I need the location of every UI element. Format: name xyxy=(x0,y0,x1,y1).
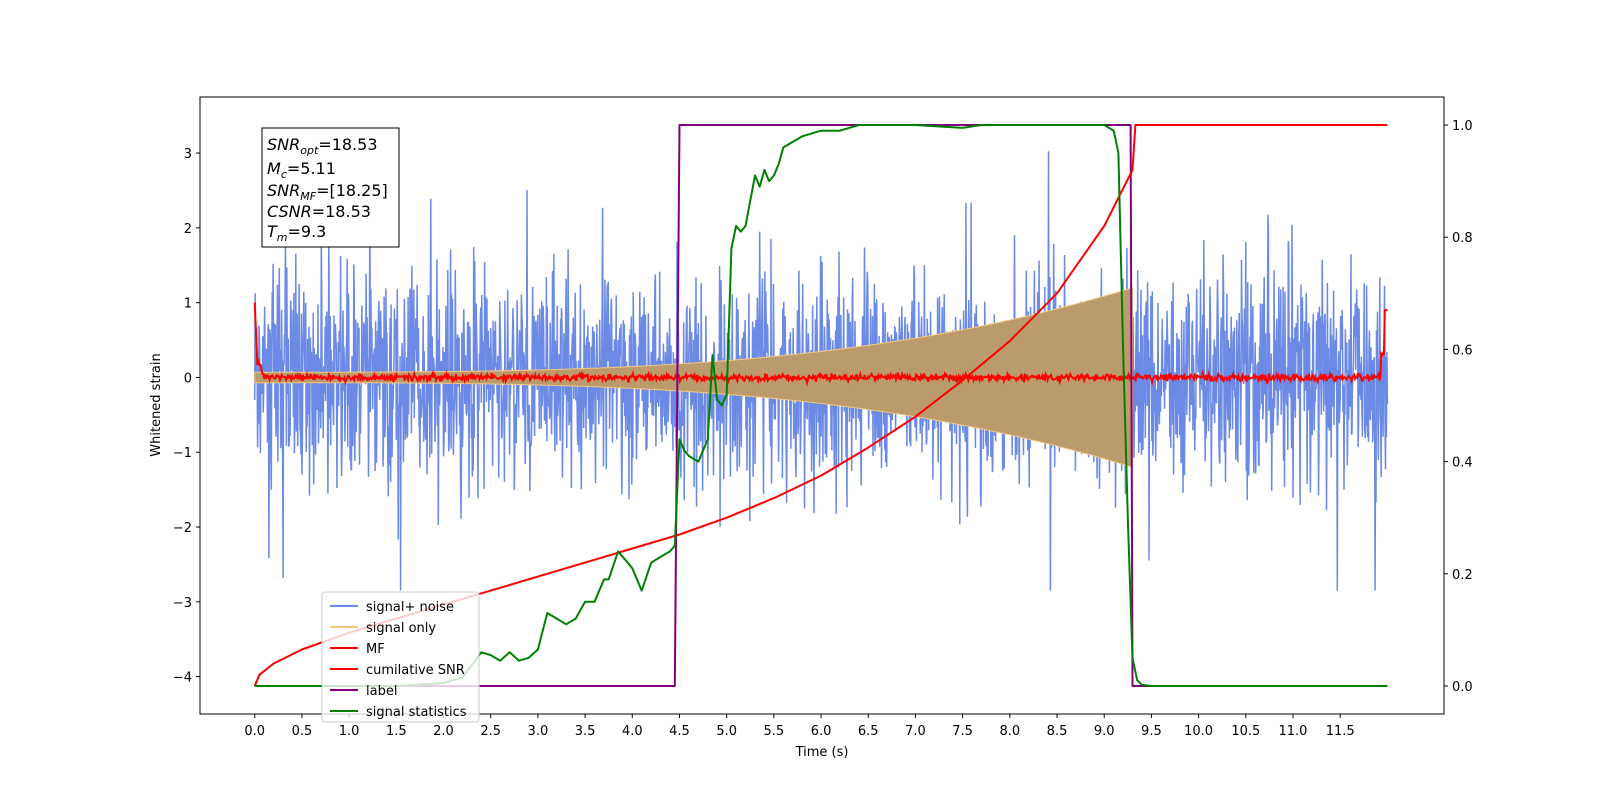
legend-label: cumilative SNR xyxy=(366,663,465,678)
legend-label: signal+ noise xyxy=(366,600,454,615)
y-tick-label-right: 0.0 xyxy=(1452,680,1473,695)
series-mf xyxy=(253,302,1388,387)
x-tick-label: 9.5 xyxy=(1141,724,1162,739)
x-tick-label: 7.0 xyxy=(905,724,926,739)
y-tick-label-left: 3 xyxy=(184,147,192,162)
annotation-box: SNRopt=18.53 Mc=5.11 SNRMF=[18.25] CSNR=… xyxy=(261,127,400,248)
y-tick-label-right: 0.6 xyxy=(1452,343,1473,358)
x-tick-label: 4.0 xyxy=(622,724,643,739)
x-tick-label: 10.5 xyxy=(1231,724,1260,739)
annotation-mc: Mc=5.11 xyxy=(267,159,336,181)
x-tick-label: 1.0 xyxy=(339,724,360,739)
annotation-snr-mf: SNRMF=[18.25] xyxy=(267,181,388,203)
legend-label: signal statistics xyxy=(366,705,467,720)
y-tick-label-left: −2 xyxy=(173,521,192,536)
plot-area xyxy=(253,124,1389,687)
x-tick-label: 8.0 xyxy=(999,724,1020,739)
y-tick-label-left: −3 xyxy=(173,596,192,611)
y-axis-title: Whitened strain xyxy=(149,353,164,456)
legend-label: label xyxy=(366,684,397,699)
y-tick-label-right: 1.0 xyxy=(1452,119,1473,134)
y-tick-label-right: 0.4 xyxy=(1452,456,1473,471)
annotation-csnr: CSNR=18.53 xyxy=(267,202,371,221)
axis-ticks: 0.0 0.5 1.0 1.5 2.0 2.5 3.0 3.5 4.0 4.5 5.0 5.5 6.0 6… xyxy=(173,119,1473,739)
y-tick-label-right: 0.2 xyxy=(1452,568,1473,583)
x-tick-label: 3.5 xyxy=(575,724,596,739)
x-tick-label: 5.5 xyxy=(764,724,785,739)
y-tick-label-left: −4 xyxy=(173,671,192,686)
x-axis-title: Time (s) xyxy=(795,745,849,760)
y-tick-label-left: −1 xyxy=(173,446,192,461)
x-tick-label: 6.5 xyxy=(858,724,879,739)
legend-label: signal only xyxy=(366,621,436,636)
legend-label: MF xyxy=(366,642,385,657)
annotation-snr-opt: SNRopt=18.53 xyxy=(267,135,378,157)
annotation-frame xyxy=(261,127,400,248)
y-tick-label-right: 0.8 xyxy=(1452,231,1473,246)
x-tick-label: 5.0 xyxy=(716,724,737,739)
y-tick-label-left: 1 xyxy=(184,297,192,312)
legend: signal+ noise signal only MF cumilative SNR… xyxy=(321,591,480,723)
series-signal-statistics xyxy=(254,124,1388,687)
x-tick-label: 7.5 xyxy=(952,724,973,739)
series-signal-noise xyxy=(253,151,1389,591)
x-tick-label: 0.5 xyxy=(292,724,313,739)
x-tick-label: 10.0 xyxy=(1184,724,1213,739)
x-tick-label: 4.5 xyxy=(669,724,690,739)
x-tick-label: 1.5 xyxy=(386,724,407,739)
x-tick-label: 0.0 xyxy=(244,724,265,739)
x-tick-label: 8.5 xyxy=(1047,724,1068,739)
x-tick-label: 11.0 xyxy=(1279,724,1308,739)
x-tick-label: 2.5 xyxy=(480,724,501,739)
x-tick-label: 2.0 xyxy=(433,724,454,739)
legend-frame xyxy=(321,591,480,723)
annotation-tm: Tm=9.3 xyxy=(267,222,326,244)
y-tick-label-left: 0 xyxy=(184,371,192,386)
x-tick-label: 6.0 xyxy=(811,724,832,739)
x-tick-label: 3.0 xyxy=(528,724,549,739)
y-tick-label-left: 2 xyxy=(184,222,192,237)
x-tick-label: 9.0 xyxy=(1094,724,1115,739)
plot-frame xyxy=(199,96,1445,715)
x-tick-label: 11.5 xyxy=(1326,724,1355,739)
